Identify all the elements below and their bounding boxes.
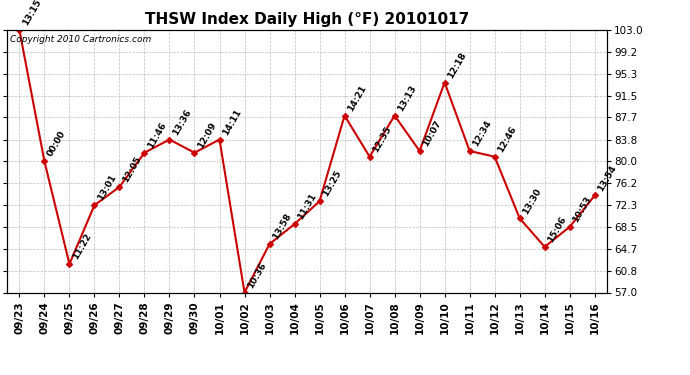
Text: 12:18: 12:18: [446, 50, 468, 80]
Text: 11:31: 11:31: [296, 192, 318, 221]
Text: 13:30: 13:30: [521, 186, 543, 216]
Text: 13:36: 13:36: [171, 108, 193, 137]
Text: 13:25: 13:25: [321, 169, 343, 198]
Text: 12:34: 12:34: [471, 119, 493, 148]
Text: 13:15: 13:15: [21, 0, 43, 27]
Text: 12:09: 12:09: [196, 121, 218, 150]
Text: 13:13: 13:13: [396, 84, 418, 113]
Text: 14:11: 14:11: [221, 107, 243, 137]
Text: 12:35: 12:35: [371, 124, 393, 154]
Title: THSW Index Daily High (°F) 20101017: THSW Index Daily High (°F) 20101017: [145, 12, 469, 27]
Text: 13:01: 13:01: [96, 173, 118, 202]
Text: 00:00: 00:00: [46, 130, 68, 159]
Text: 15:06: 15:06: [546, 215, 568, 244]
Text: 10:36: 10:36: [246, 261, 268, 290]
Text: 11:46: 11:46: [146, 120, 168, 150]
Text: 13:58: 13:58: [271, 212, 293, 241]
Text: Copyright 2010 Cartronics.com: Copyright 2010 Cartronics.com: [10, 35, 151, 44]
Text: 14:21: 14:21: [346, 83, 368, 113]
Text: 12:05: 12:05: [121, 155, 143, 184]
Text: 10:53: 10:53: [571, 195, 593, 224]
Text: 13:54: 13:54: [596, 164, 618, 193]
Text: 11:22: 11:22: [71, 232, 93, 261]
Text: 12:46: 12:46: [496, 124, 518, 154]
Text: 10:07: 10:07: [421, 119, 443, 148]
